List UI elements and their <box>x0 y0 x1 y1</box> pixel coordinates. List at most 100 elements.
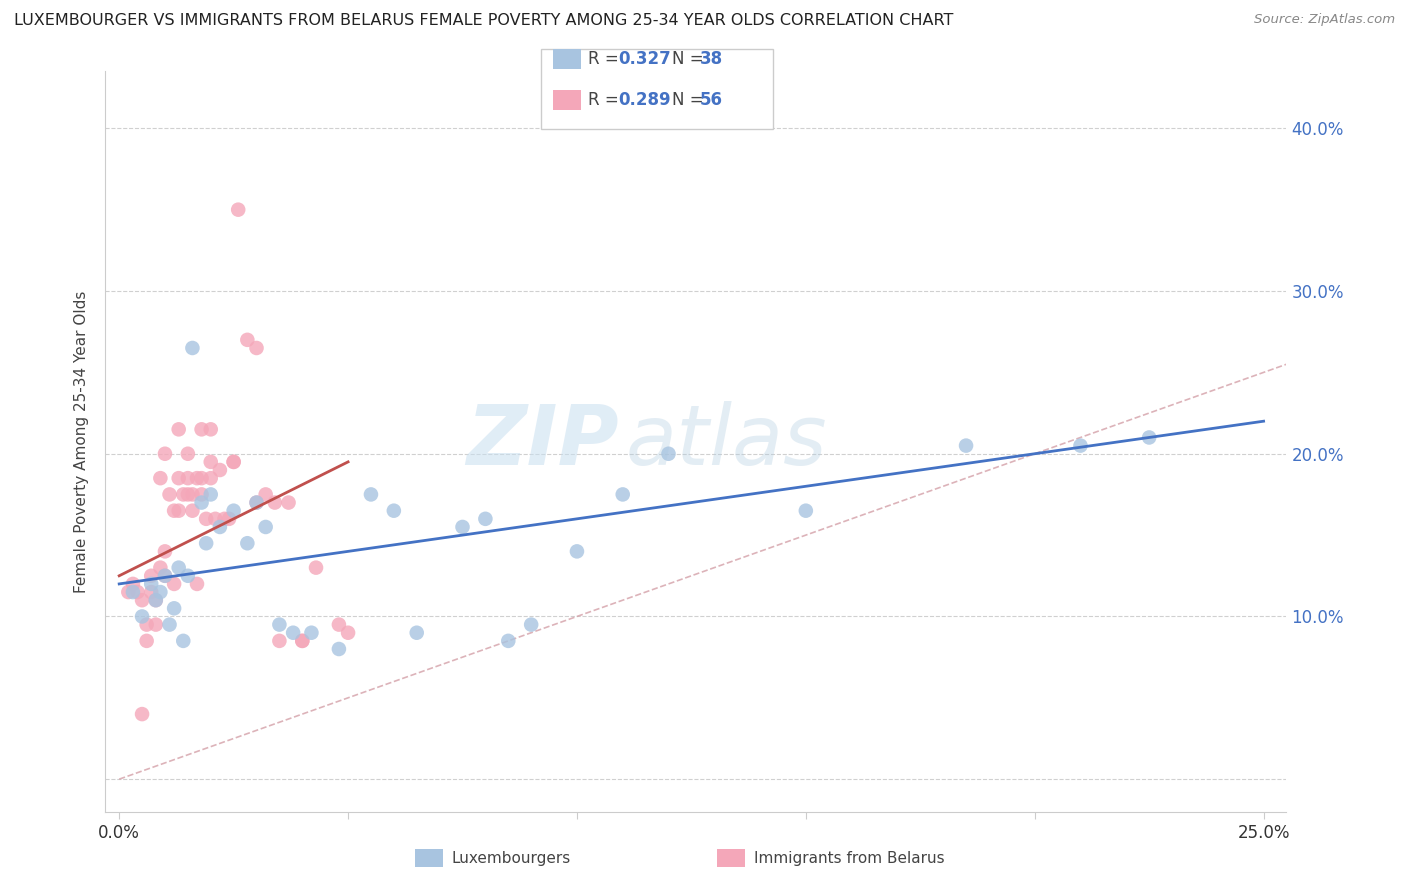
Point <box>1137 430 1160 444</box>
Point <box>451 520 474 534</box>
Point <box>177 568 200 582</box>
Point <box>153 568 176 582</box>
Point <box>277 495 299 509</box>
Text: 0.327: 0.327 <box>619 50 672 68</box>
Point <box>200 455 222 469</box>
Point <box>141 568 163 582</box>
Point <box>181 341 204 355</box>
Point <box>236 536 259 550</box>
Point <box>263 495 285 509</box>
Y-axis label: Female Poverty Among 25-34 Year Olds: Female Poverty Among 25-34 Year Olds <box>75 291 90 592</box>
Text: N =: N = <box>672 50 709 68</box>
Text: ZIP: ZIP <box>467 401 619 482</box>
Point <box>122 577 145 591</box>
Point <box>177 487 200 501</box>
Point <box>149 471 172 485</box>
Point <box>145 593 167 607</box>
Point <box>163 601 186 615</box>
Point <box>141 585 163 599</box>
Point <box>226 202 249 217</box>
Point <box>167 422 190 436</box>
Point <box>281 625 304 640</box>
Point <box>186 577 208 591</box>
Point <box>141 577 163 591</box>
Point <box>153 568 176 582</box>
Point <box>382 504 405 518</box>
Point <box>159 617 181 632</box>
Point <box>337 625 360 640</box>
Point <box>245 341 267 355</box>
Point <box>222 455 245 469</box>
Point <box>204 512 226 526</box>
Point <box>195 512 218 526</box>
Point <box>149 560 172 574</box>
Point <box>117 585 139 599</box>
Text: Luxembourgers: Luxembourgers <box>451 851 571 865</box>
Text: 56: 56 <box>700 91 723 109</box>
Point <box>269 633 291 648</box>
Point <box>955 439 977 453</box>
Point <box>794 504 817 518</box>
Point <box>131 593 153 607</box>
Text: 38: 38 <box>700 50 723 68</box>
Point <box>1069 439 1091 453</box>
Point <box>236 333 259 347</box>
Point <box>301 625 323 640</box>
Point <box>291 633 314 648</box>
Point <box>186 471 208 485</box>
Point <box>122 585 145 599</box>
Point <box>291 633 314 648</box>
Point <box>177 471 200 485</box>
Point <box>360 487 382 501</box>
Point <box>131 707 153 722</box>
Point <box>167 471 190 485</box>
Text: 0.289: 0.289 <box>619 91 671 109</box>
Point <box>474 512 496 526</box>
Point <box>222 455 245 469</box>
Point <box>222 504 245 518</box>
Point <box>131 609 153 624</box>
Text: Immigrants from Belarus: Immigrants from Belarus <box>754 851 945 865</box>
Point <box>254 520 277 534</box>
Point <box>218 512 240 526</box>
Point <box>520 617 543 632</box>
Point <box>305 560 328 574</box>
Point <box>190 495 212 509</box>
Point <box>149 585 172 599</box>
Point <box>254 487 277 501</box>
Point <box>153 447 176 461</box>
Point <box>163 577 186 591</box>
Point <box>657 447 679 461</box>
Point <box>208 520 231 534</box>
Point <box>167 560 190 574</box>
Point <box>163 504 186 518</box>
Point <box>181 487 204 501</box>
Point <box>195 536 218 550</box>
Point <box>208 463 231 477</box>
Point <box>498 633 520 648</box>
Point <box>177 447 200 461</box>
Point <box>328 617 350 632</box>
Point <box>200 422 222 436</box>
Point <box>190 471 212 485</box>
Point <box>172 633 194 648</box>
Text: R =: R = <box>588 50 624 68</box>
Point <box>159 487 181 501</box>
Point <box>245 495 267 509</box>
Point <box>612 487 634 501</box>
Text: LUXEMBOURGER VS IMMIGRANTS FROM BELARUS FEMALE POVERTY AMONG 25-34 YEAR OLDS COR: LUXEMBOURGER VS IMMIGRANTS FROM BELARUS … <box>14 13 953 29</box>
Text: N =: N = <box>672 91 709 109</box>
Point <box>167 504 190 518</box>
Point <box>190 487 212 501</box>
Point <box>328 642 350 657</box>
Text: R =: R = <box>588 91 624 109</box>
Point <box>172 487 194 501</box>
Point <box>269 617 291 632</box>
Point <box>181 504 204 518</box>
Point <box>153 544 176 558</box>
Point <box>190 422 212 436</box>
Point <box>145 593 167 607</box>
Point <box>200 471 222 485</box>
Point <box>135 617 157 632</box>
Point <box>145 617 167 632</box>
